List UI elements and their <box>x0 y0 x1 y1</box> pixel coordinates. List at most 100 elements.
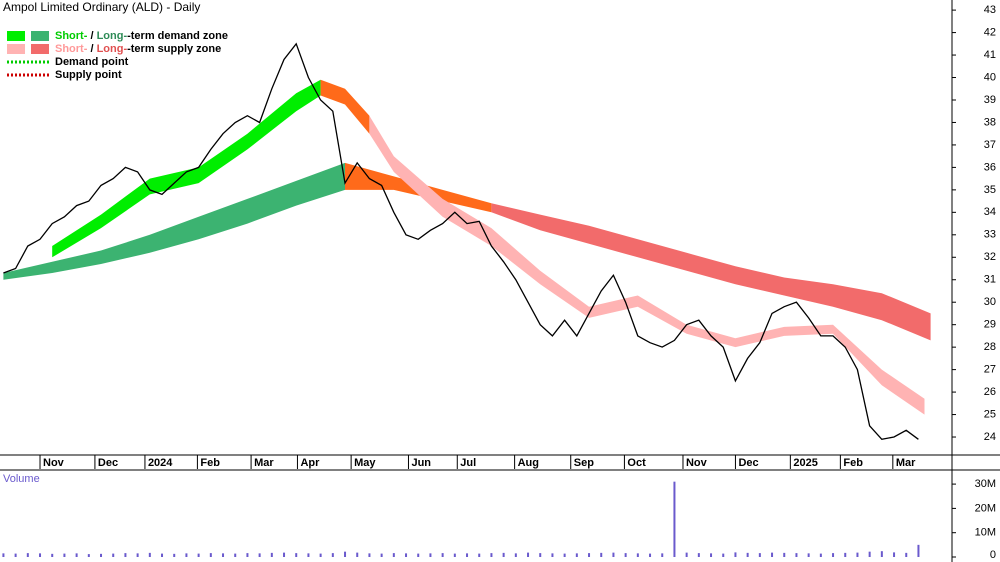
volume-bar <box>466 553 469 557</box>
y-tick-label: 24 <box>984 431 996 443</box>
x-tick-label: Dec <box>98 457 118 469</box>
x-tick-label: Feb <box>843 457 863 469</box>
y-tick-label: 31 <box>984 274 996 286</box>
y-tick-label: 39 <box>984 94 996 106</box>
chart-title: Ampol Limited Ordinary (ALD) - Daily <box>3 0 200 14</box>
volume-bar <box>63 553 66 557</box>
legend-text: Short- <box>55 43 88 55</box>
volume-title: Volume <box>3 473 40 485</box>
volume-tick-label: 0 <box>990 549 996 561</box>
x-tick-label: Nov <box>43 457 65 469</box>
volume-bar <box>563 553 566 557</box>
volume-bar <box>539 553 542 557</box>
volume-bar <box>124 553 127 557</box>
volume-bar <box>405 553 408 557</box>
x-tick-label: Dec <box>738 457 758 469</box>
y-tick-label: 40 <box>984 71 996 83</box>
x-tick-label: Mar <box>896 457 916 469</box>
y-tick-label: 32 <box>984 251 996 263</box>
volume-bar <box>417 553 420 557</box>
volume-bar <box>173 553 176 557</box>
volume-bar <box>880 551 883 557</box>
zone-band <box>491 203 931 341</box>
volume-bar <box>685 552 688 557</box>
legend-label: Short- / Long--term supply zone <box>55 43 221 55</box>
volume-bar <box>270 552 273 557</box>
volume-tick-label: 20M <box>975 502 996 514</box>
volume-bar <box>856 552 859 557</box>
volume-bar <box>661 553 664 557</box>
volume-bar <box>51 553 54 557</box>
volume-bar <box>185 553 188 557</box>
volume-bar <box>453 553 456 557</box>
volume-bar <box>600 552 603 557</box>
volume-bar <box>368 553 371 557</box>
volume-bar <box>819 553 822 557</box>
volume-bar <box>758 553 761 557</box>
y-tick-label: 43 <box>984 4 996 16</box>
volume-bar <box>441 553 444 557</box>
volume-bar <box>319 553 322 557</box>
volume-bar <box>112 553 115 557</box>
volume-bar <box>917 544 920 557</box>
x-tick-label: May <box>354 457 376 469</box>
volume-bar <box>502 552 505 557</box>
volume-bar <box>161 553 164 557</box>
volume-bar <box>588 553 591 557</box>
x-tick-label: Feb <box>200 457 220 469</box>
volume-bar <box>722 553 725 557</box>
y-tick-label: 33 <box>984 229 996 241</box>
volume-bar <box>734 552 737 557</box>
y-tick-label: 25 <box>984 408 996 420</box>
x-tick-label: Jun <box>411 457 431 469</box>
volume-bar <box>39 553 42 557</box>
volume-bar <box>100 553 103 557</box>
y-tick-label: 26 <box>984 386 996 398</box>
volume-bar <box>75 553 78 557</box>
volume-bar <box>624 553 627 557</box>
volume-bar <box>795 553 798 557</box>
volume-bar <box>246 553 249 557</box>
volume-bar <box>636 553 639 557</box>
x-tick-label: Jul <box>460 457 476 469</box>
legend-text: / <box>87 43 96 55</box>
y-tick-label: 29 <box>984 319 996 331</box>
volume-bar <box>868 551 871 557</box>
legend-swatch <box>7 44 25 54</box>
volume-bar <box>905 552 908 557</box>
volume-bar <box>832 553 835 557</box>
volume-bar <box>331 553 334 557</box>
legend-text: Short- <box>55 30 88 42</box>
volume-bar <box>392 553 395 557</box>
y-tick-label: 41 <box>984 49 996 61</box>
volume-bar <box>893 552 896 557</box>
volume-bar <box>612 552 615 557</box>
volume-bar <box>344 551 347 557</box>
x-tick-label: Mar <box>254 457 274 469</box>
volume-bar <box>283 552 286 557</box>
volume-bar <box>197 553 200 557</box>
legend-text: / <box>87 30 96 42</box>
volume-bar <box>783 552 786 557</box>
volume-bar <box>136 553 139 557</box>
volume-bar <box>307 553 310 557</box>
volume-bar <box>710 553 713 557</box>
volume-bar <box>844 552 847 557</box>
volume-tick-label: 10M <box>975 527 996 539</box>
legend-text: Supply point <box>55 69 122 81</box>
x-tick-label: Aug <box>518 457 539 469</box>
volume-bar <box>514 553 517 557</box>
volume-tick-label: 30M <box>975 478 996 490</box>
volume-bar <box>209 553 212 557</box>
volume-bar <box>2 553 5 557</box>
y-tick-label: 35 <box>984 184 996 196</box>
volume-bar <box>490 553 493 557</box>
legend-text: Long- <box>97 43 128 55</box>
volume-bar <box>356 552 359 557</box>
volume-bar <box>258 553 261 557</box>
legend-label: Supply point <box>55 69 122 81</box>
y-tick-label: 37 <box>984 139 996 151</box>
price-line <box>3 42 919 441</box>
y-tick-label: 34 <box>984 206 996 218</box>
